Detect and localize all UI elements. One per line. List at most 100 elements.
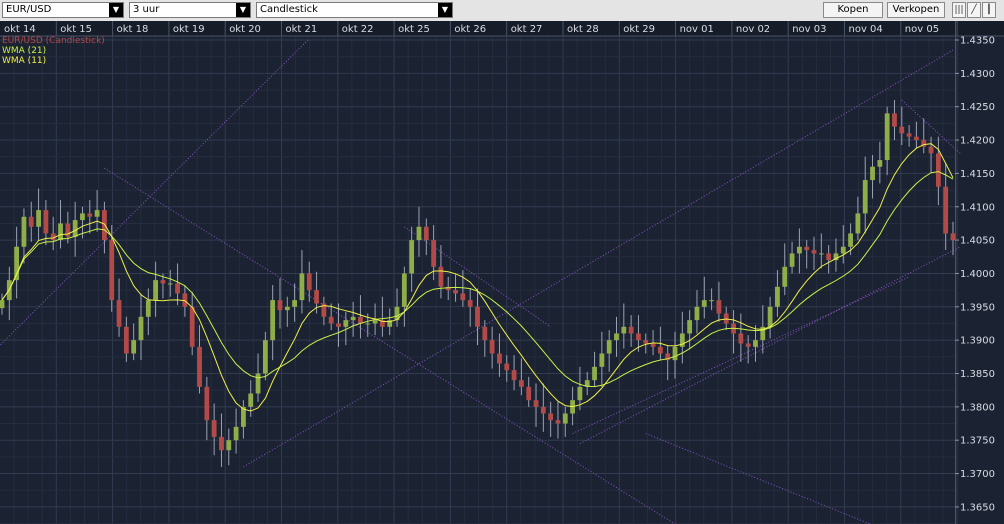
candle-body bbox=[219, 436, 224, 451]
candle-chart-icon[interactable]: ┃ bbox=[982, 2, 996, 18]
x-tick-label: okt 29 bbox=[623, 24, 655, 35]
candle-body bbox=[467, 300, 473, 307]
candle-body bbox=[767, 306, 773, 327]
candle-body bbox=[665, 353, 671, 361]
candle-body bbox=[840, 246, 846, 254]
candle-body bbox=[482, 326, 488, 341]
candle-body bbox=[657, 346, 663, 354]
candle-body bbox=[431, 240, 437, 267]
candle-body bbox=[921, 140, 927, 147]
y-tick-label: 1.4050 bbox=[960, 236, 995, 247]
candle-body bbox=[643, 340, 649, 344]
candle-body bbox=[197, 346, 202, 387]
candle-body bbox=[899, 126, 905, 134]
candle-body bbox=[540, 406, 546, 414]
y-tick-label: 1.4200 bbox=[960, 136, 995, 147]
x-tick-label: okt 18 bbox=[117, 24, 149, 35]
candle-body bbox=[358, 316, 363, 324]
candle-body bbox=[409, 240, 415, 274]
candle-body bbox=[884, 113, 890, 161]
candle-body bbox=[123, 326, 129, 354]
x-axis-strip bbox=[0, 21, 1004, 36]
candle-body bbox=[36, 210, 41, 227]
candle-body bbox=[175, 283, 180, 294]
symbol-value: EUR/USD bbox=[6, 4, 52, 15]
candle-body bbox=[28, 216, 34, 227]
chevron-down-icon[interactable]: ▼ bbox=[109, 3, 123, 17]
candle-body bbox=[679, 333, 685, 347]
candle-body bbox=[518, 380, 524, 387]
trendline bbox=[901, 99, 961, 154]
y-tick-label: 1.3950 bbox=[960, 302, 995, 313]
candle-body bbox=[475, 306, 480, 327]
candle-body bbox=[504, 363, 510, 371]
candle-body bbox=[65, 223, 71, 237]
chevron-down-icon[interactable]: ▼ bbox=[236, 3, 250, 17]
candle-body bbox=[145, 300, 151, 317]
candlestick-chart[interactable]: okt 14 okt 15 okt 18 okt 19 okt 20 okt 21 okt … bbox=[0, 21, 1004, 524]
legend-item-wma11: WMA (11) bbox=[2, 56, 47, 66]
candle-body bbox=[102, 210, 107, 241]
candle-body bbox=[848, 233, 853, 247]
candle-body bbox=[892, 113, 897, 127]
symbol-select[interactable]: EUR/USD ▼ bbox=[2, 2, 124, 18]
candle-body bbox=[336, 323, 341, 327]
legend-item-wma21: WMA (21) bbox=[2, 46, 47, 56]
candle-body bbox=[255, 373, 261, 394]
candle-body bbox=[423, 226, 429, 241]
y-tick-label: 1.4300 bbox=[960, 69, 995, 80]
candle-body bbox=[314, 290, 319, 304]
x-tick-label: nov 05 bbox=[905, 24, 939, 35]
buy-button[interactable]: Kopen bbox=[823, 2, 883, 18]
candle-body bbox=[716, 300, 722, 314]
candle-body bbox=[416, 226, 422, 241]
x-tick-label: okt 27 bbox=[511, 24, 543, 35]
interval-select[interactable]: 3 uur ▼ bbox=[129, 2, 251, 18]
trendline bbox=[572, 276, 910, 434]
candle-body bbox=[745, 343, 751, 347]
y-tick-label: 1.4100 bbox=[960, 202, 995, 213]
interval-value: 3 uur bbox=[133, 4, 160, 15]
candle-body bbox=[753, 340, 758, 347]
candle-body bbox=[350, 316, 356, 321]
candle-body bbox=[94, 210, 100, 217]
sell-button[interactable]: Verkopen bbox=[887, 2, 945, 18]
bar-chart-icon[interactable]: ||| bbox=[952, 2, 966, 18]
x-tick-label: okt 22 bbox=[342, 24, 374, 35]
candle-body bbox=[636, 333, 641, 341]
x-axis: okt 14 okt 15 okt 18 okt 19 okt 20 okt 21 okt … bbox=[0, 21, 1004, 37]
candle-body bbox=[811, 250, 817, 254]
candle-body bbox=[387, 320, 393, 327]
candle-body bbox=[453, 290, 458, 294]
candle-body bbox=[789, 253, 795, 267]
candle-body bbox=[109, 240, 115, 301]
chevron-down-icon[interactable]: ▼ bbox=[438, 3, 452, 17]
candle-body bbox=[548, 413, 554, 421]
candle-body bbox=[138, 316, 144, 341]
trendline bbox=[243, 49, 954, 468]
candle-body bbox=[189, 306, 195, 347]
candle-body bbox=[526, 386, 532, 401]
candle-body bbox=[233, 426, 239, 441]
candle-body bbox=[497, 353, 502, 364]
x-tick-label: nov 01 bbox=[680, 24, 714, 35]
candle-body bbox=[284, 306, 290, 311]
candle-body bbox=[116, 300, 122, 327]
x-tick-label: nov 02 bbox=[736, 24, 770, 35]
candle-body bbox=[584, 380, 590, 387]
chart-background bbox=[0, 21, 1004, 524]
candle-body bbox=[555, 420, 561, 424]
candle-body bbox=[928, 146, 934, 154]
candle-body bbox=[599, 353, 605, 367]
candle-body bbox=[153, 280, 159, 301]
y-tick-label: 1.3650 bbox=[960, 502, 995, 513]
candle-body bbox=[833, 253, 839, 261]
trendline bbox=[404, 226, 551, 328]
candle-body bbox=[562, 413, 568, 424]
candle-body bbox=[72, 220, 78, 237]
candle-body bbox=[782, 266, 788, 287]
y-tick-label: 1.3800 bbox=[960, 402, 995, 413]
line-chart-icon[interactable]: ╱ bbox=[967, 2, 981, 18]
chart-style-select[interactable]: Candlestick ▼ bbox=[256, 2, 453, 18]
candle-body bbox=[694, 306, 700, 321]
